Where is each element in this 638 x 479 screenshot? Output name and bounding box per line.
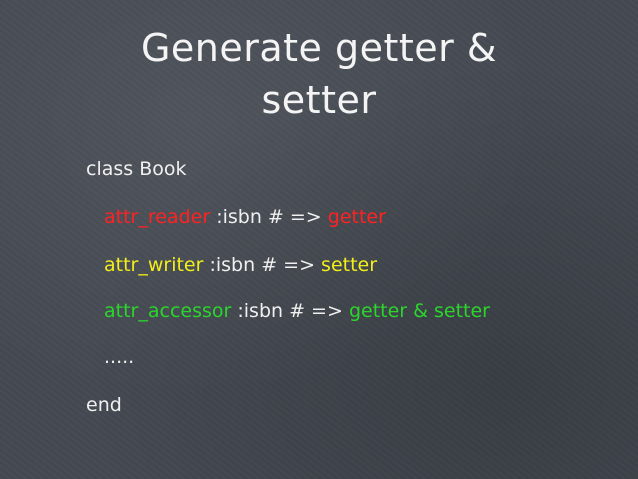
code-line-attr-writer: attr_writer :isbn # => setter (104, 250, 377, 280)
attr-accessor-result: getter & setter (348, 300, 490, 322)
slide-title-line-1: Generate getter & (140, 26, 498, 70)
attr-reader-keyword: attr_reader (104, 206, 211, 228)
code-ellipsis: ..... (104, 346, 135, 368)
class-declaration: class Book (86, 158, 187, 180)
code-line-attr-accessor: attr_accessor :isbn # => getter & setter (104, 296, 490, 326)
code-line-ellipsis: ..... (104, 342, 134, 372)
attr-reader-middle: :isbn # => (210, 206, 328, 228)
end-keyword: end (86, 394, 122, 416)
attr-accessor-middle: :isbn # => (231, 300, 349, 322)
slide-title-line-2: setter (261, 78, 377, 122)
attr-writer-middle: :isbn # => (203, 254, 322, 276)
code-line-attr-reader: attr_reader :isbn # => getter (104, 202, 386, 232)
code-line-end: end (86, 390, 122, 420)
attr-writer-result: setter (321, 254, 378, 276)
attr-reader-result: getter (327, 206, 386, 228)
attr-writer-keyword: attr_writer (104, 254, 204, 276)
code-line-class-decl: class Book (86, 154, 187, 184)
attr-accessor-keyword: attr_accessor (104, 300, 232, 322)
slide-title: Generate getter & setter (0, 22, 638, 126)
